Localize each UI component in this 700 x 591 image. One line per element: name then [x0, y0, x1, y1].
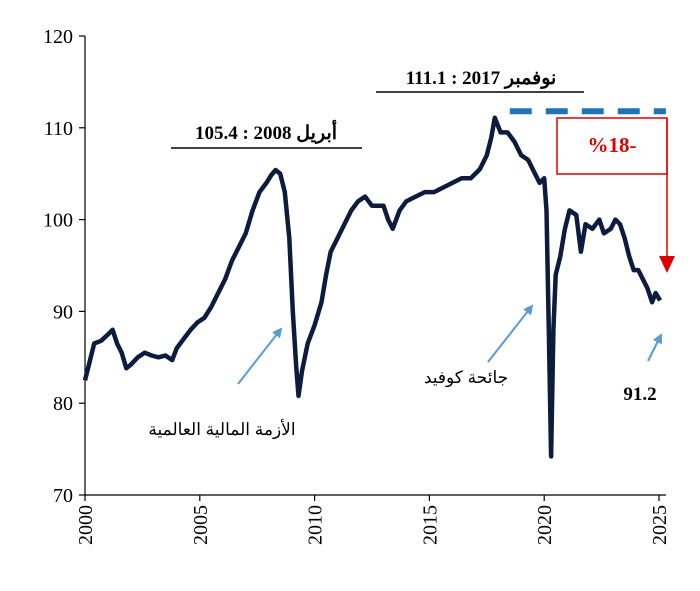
x-tick-label: 2000	[75, 505, 97, 545]
peak-2017-label: نوفمبر 2017 : 111.1	[406, 68, 557, 89]
y-tick-label: 90	[53, 301, 73, 323]
last-value-label: 91.2	[623, 384, 656, 405]
covid-label: جائحة كوفيد	[424, 368, 508, 388]
x-tick-label: 2025	[649, 505, 671, 545]
peak-2008-label: أبريل 2008 : 105.4	[195, 119, 337, 144]
series-line	[82, 115, 663, 459]
decline-arrow-head	[659, 256, 675, 273]
crisis-arrow	[237, 327, 283, 385]
decline-box	[556, 117, 668, 175]
y-tick-label: 80	[53, 393, 73, 415]
x-tick-label: 2020	[534, 505, 556, 545]
x-tick-label: 2015	[419, 505, 441, 545]
y-ticks: 70 80 90 100 110 120	[43, 26, 85, 507]
covid-arrow	[487, 304, 534, 363]
financial-crisis-label: الأزمة المالية العالمية	[148, 419, 295, 440]
y-tick-label: 110	[44, 118, 73, 140]
y-tick-label: 120	[43, 26, 73, 48]
x-ticks: 2000 2005 2010 2015 2020 2025	[75, 495, 671, 545]
decline-label: %18-	[588, 133, 637, 157]
last-value-arrow	[647, 333, 662, 362]
y-tick-label: 70	[53, 485, 73, 507]
x-tick-label: 2010	[305, 505, 327, 545]
x-tick-label: 2005	[190, 505, 212, 545]
y-tick-label: 100	[43, 210, 73, 232]
